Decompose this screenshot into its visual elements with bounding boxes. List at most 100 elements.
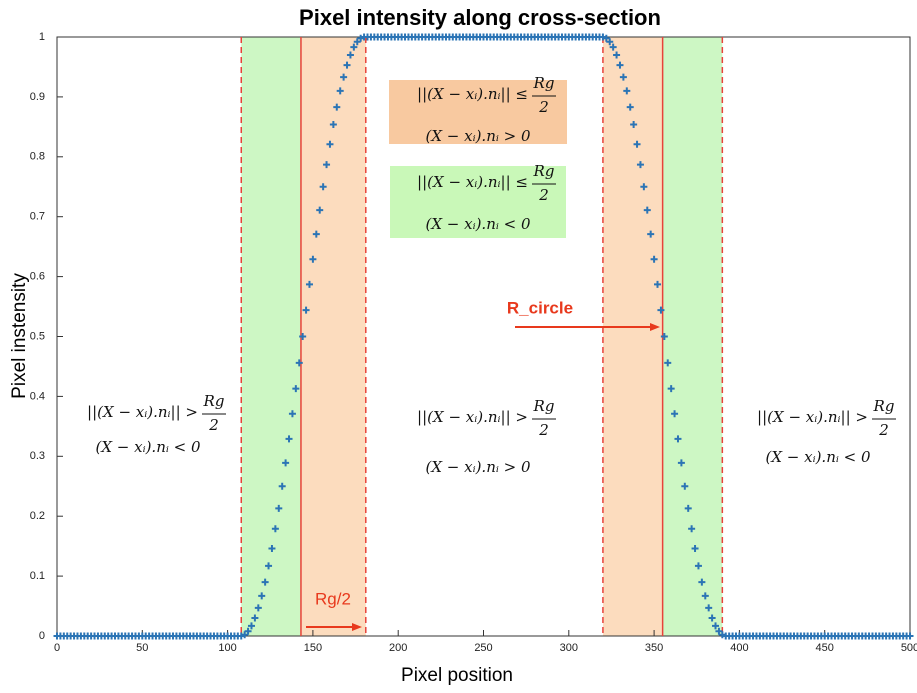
annotation-cond: (X − xᵢ).nᵢ < 0 [425,215,531,233]
data-point [254,604,262,612]
data-point [316,206,324,214]
data-point [275,504,283,512]
data-point [667,385,675,393]
annotation-num: Rg [203,392,225,410]
data-point [599,33,607,41]
data-point [244,627,252,635]
data-point [237,632,245,640]
data-point [278,482,286,490]
data-point [319,183,327,191]
y-tick-label: 0.5 [30,330,45,342]
data-point [643,206,651,214]
data-point [708,614,716,622]
shaded-region [662,37,723,636]
arrow-head [352,623,362,631]
data-point [247,622,255,630]
data-point [241,631,249,639]
data-point [265,562,273,570]
data-point [715,627,723,635]
x-tick-label: 450 [816,642,834,654]
annotation-den: 2 [878,421,889,439]
data-point [295,359,303,367]
data-point [684,504,692,512]
data-point [261,578,269,586]
annotation-den: 2 [538,98,549,116]
data-point [623,87,631,95]
arrow-head [650,323,660,331]
shaded-region [241,37,301,636]
shaded-region [602,37,663,636]
y-tick-label: 0.1 [30,570,45,582]
data-point [650,255,658,263]
data-point [671,410,679,418]
annotation-box [389,80,567,144]
annotation-den: 2 [538,186,549,204]
annotation-den: 2 [538,421,549,439]
arrow-label: Rg/2 [315,589,351,608]
annotation-num: Rg [533,162,555,180]
data-point [688,525,696,533]
data-point [288,410,296,418]
y-tick-label: 0.9 [30,91,45,103]
x-tick-label: 250 [474,642,492,654]
y-tick-label: 0 [39,630,45,642]
data-point [701,592,709,600]
data-point [305,280,313,288]
data-point [664,359,672,367]
x-tick-label: 500 [901,642,917,654]
data-point [299,333,307,340]
annotation-lhs: ||(X − xᵢ).nᵢ|| ≤ [417,173,528,191]
shaded-region [300,37,366,636]
annotation-cond: (X − xᵢ).nᵢ < 0 [765,448,871,466]
x-tick-label: 350 [645,642,663,654]
data-point [705,604,713,612]
data-point [258,592,266,600]
data-point [654,280,662,288]
data-point [326,140,334,148]
annotation-cond: (X − xᵢ).nᵢ > 0 [425,458,531,476]
data-point [633,140,641,148]
data-point [251,614,259,622]
chart-title: Pixel intensity along cross-section [299,5,661,30]
data-point [712,622,720,630]
data-point [674,435,682,443]
data-point [691,545,699,553]
y-axis-label: Pixel instensity [9,273,30,399]
data-point [626,103,634,111]
annotation-num: Rg [873,397,895,415]
data-point [606,38,614,46]
data-point [312,230,320,238]
data-point [657,306,665,314]
data-point [660,333,668,340]
annotation-box [390,166,566,238]
data-point [616,61,624,69]
annotation-lhs: ||(X − xᵢ).nᵢ|| ≤ [417,85,528,103]
data-point [677,459,685,467]
data-point [602,34,610,42]
data-point [329,120,337,128]
data-point [906,632,914,640]
y-tick-label: 0.2 [30,510,45,522]
data-point [302,306,310,314]
annotation-den: 2 [208,416,219,434]
x-tick-label: 50 [136,642,148,654]
data-point [698,578,706,586]
data-point [718,631,726,639]
data-point [336,87,344,95]
y-tick-label: 0.3 [30,450,45,462]
arrow-label: R_circle [507,298,573,317]
x-tick-label: 300 [560,642,578,654]
x-tick-label: 100 [218,642,236,654]
data-point [282,459,290,467]
data-point [636,161,644,169]
data-point [609,43,617,51]
data-point [619,73,627,81]
data-point [357,34,365,42]
x-tick-label: 0 [54,642,60,654]
annotation-lhs: ||(X − xᵢ).nᵢ|| > [757,408,868,426]
data-point [323,161,331,169]
annotation-num: Rg [533,74,555,92]
data-point [681,482,689,490]
y-tick-label: 0.4 [30,390,45,402]
